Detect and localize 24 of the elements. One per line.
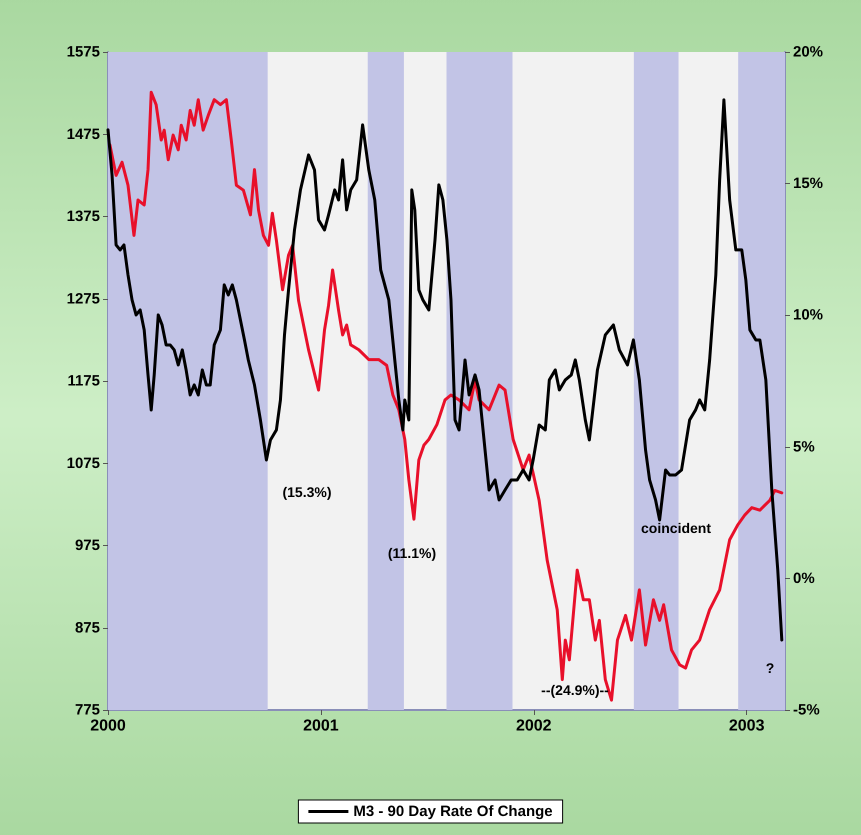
y2-tick-label: 15%	[793, 175, 824, 192]
y-tick-label: 875	[74, 619, 100, 636]
y-tick-label: 775	[74, 702, 100, 718]
y2-tick-label: 20%	[793, 44, 824, 60]
annotation: (15.3%)	[282, 484, 332, 500]
annotation: (11.1%)	[388, 545, 436, 561]
x-tick-label: 2001	[303, 718, 339, 734]
y2-tick-label: 0%	[793, 570, 815, 587]
x-tick-label: 2002	[516, 718, 552, 734]
y-tick-label: 1475	[66, 126, 100, 143]
y2-tick-label: 10%	[793, 306, 824, 324]
y2-tick-label: -5%	[793, 702, 820, 718]
y-tick-label: 1575	[66, 44, 100, 60]
y-tick-label: 1275	[66, 290, 100, 308]
annotation: ?	[766, 660, 774, 676]
y-tick-label: 1075	[66, 454, 100, 472]
y2-tick-label: 5%	[793, 438, 815, 456]
x-tick-label: 2000	[90, 718, 126, 734]
y-tick-label: 975	[74, 537, 100, 554]
y-tick-label: 1375	[66, 208, 100, 225]
x-tick-label: 2003	[728, 718, 765, 734]
annotation: coincident	[640, 520, 712, 536]
y-tick-label: 1175	[67, 372, 100, 390]
legend-label: M3 - 90 Day Rate Of Change	[353, 803, 553, 820]
